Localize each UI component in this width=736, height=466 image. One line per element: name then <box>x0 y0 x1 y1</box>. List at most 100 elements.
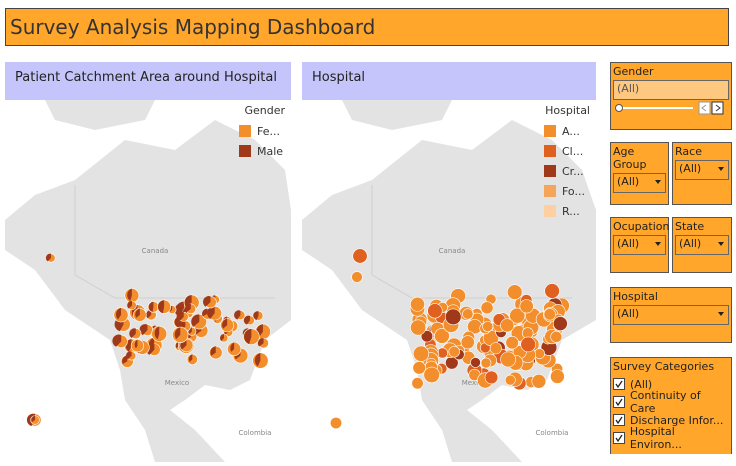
map-label: Colombia <box>239 429 272 437</box>
checkbox <box>613 396 625 408</box>
legend-swatch <box>544 125 556 137</box>
checkbox-label: Continuity of Care <box>629 389 701 415</box>
map-marker <box>552 316 568 331</box>
legend-swatch <box>239 145 251 157</box>
map-marker <box>244 328 252 345</box>
map-marker <box>351 271 363 283</box>
map-marker <box>550 330 563 343</box>
filter: State (All) <box>672 217 732 273</box>
filter-value[interactable]: (All) <box>613 173 666 193</box>
filter-title: State <box>675 220 705 233</box>
map-marker <box>411 377 424 390</box>
legend-label: Cl... <box>562 145 583 158</box>
land <box>302 120 596 462</box>
map-label: Mexico <box>165 379 189 387</box>
checkbox-label: (All) <box>630 377 653 391</box>
map-marker <box>420 330 434 343</box>
panel-title: Hospital <box>302 62 596 100</box>
map-marker <box>434 328 450 344</box>
map-marker <box>157 300 165 314</box>
map-marker <box>448 345 460 358</box>
map-marker <box>202 308 208 317</box>
slider[interactable] <box>613 100 729 116</box>
dropdown-text: (All) <box>679 162 702 175</box>
filter-title: Age Group <box>613 145 647 171</box>
map-marker <box>520 336 536 353</box>
legend-title: Gender <box>244 104 285 117</box>
filter-title: Hospital <box>613 290 658 303</box>
map-label: Canada <box>142 247 169 255</box>
checkbox-item[interactable]: Continuity of Care <box>613 389 729 415</box>
filter-value[interactable]: (All) <box>675 235 729 255</box>
filter: Gender (All) <box>610 62 732 130</box>
dropdown-text: (All) <box>617 237 640 250</box>
map-marker <box>500 351 516 368</box>
map-marker <box>253 311 259 321</box>
map-marker <box>112 334 122 347</box>
map-marker <box>45 253 51 262</box>
filter: Race (All) <box>672 142 732 205</box>
map-marker <box>427 303 443 319</box>
legend-swatch <box>544 185 556 197</box>
map-marker <box>188 354 193 362</box>
legend-label: Male <box>257 145 283 158</box>
filter-value[interactable]: (All) <box>613 80 729 100</box>
map-marker <box>550 369 565 384</box>
map-marker <box>135 308 140 318</box>
map-marker <box>222 318 228 329</box>
legend-label: Cr... <box>562 165 584 178</box>
map-marker <box>184 294 192 308</box>
panel-title: Patient Catchment Area around Hospital <box>5 62 291 100</box>
map-marker <box>154 326 160 340</box>
map-marker <box>509 307 526 324</box>
legend-label: Fe... <box>257 125 280 138</box>
filter-value[interactable]: (All) <box>613 305 729 325</box>
map-marker <box>191 314 200 327</box>
map-marker <box>460 335 475 350</box>
checkbox <box>613 432 625 444</box>
map-marker <box>480 357 492 369</box>
map-marker <box>151 325 168 342</box>
checkbox-item[interactable]: Discharge Infor... <box>613 411 729 429</box>
checkbox-item[interactable]: Hospital Environ... <box>613 425 729 451</box>
map-marker <box>482 320 494 332</box>
map-marker <box>410 319 427 336</box>
map-marker <box>234 310 241 320</box>
checkbox <box>613 378 625 390</box>
filter-title: Race <box>675 145 702 158</box>
map-marker <box>184 303 191 313</box>
filter-title: Gender <box>613 65 654 78</box>
dashboard: Survey Analysis Mapping Dashboard Patien… <box>5 8 732 462</box>
map-marker <box>544 283 560 299</box>
map: Canada Mexico Colombia Gender Fe... Male <box>5 100 291 462</box>
map-marker <box>257 338 264 347</box>
map-marker <box>352 248 368 264</box>
map-marker <box>480 301 494 315</box>
dropdown-text: (All) <box>617 307 640 320</box>
map-marker <box>504 374 516 386</box>
filter-value[interactable]: (All) <box>675 160 729 180</box>
map-marker <box>505 335 519 350</box>
map-marker <box>444 308 462 326</box>
checkbox-item[interactable]: (All) <box>613 375 729 393</box>
legend-label: A... <box>562 125 580 138</box>
land <box>5 120 291 462</box>
map-marker <box>413 345 430 362</box>
map-label: Mexico <box>462 379 486 387</box>
map-marker <box>174 327 181 340</box>
filter: Survey Categories (All) Continuity of Car… <box>610 357 732 454</box>
panel: Patient Catchment Area around Hospital C… <box>5 62 291 462</box>
map-marker <box>243 315 250 325</box>
map: Canada Mexico Colombia Hospital A... Cl... Cr.… <box>302 100 596 462</box>
map-marker <box>489 342 502 355</box>
map-marker <box>127 288 132 301</box>
map-marker <box>146 309 152 319</box>
map-marker <box>176 311 184 322</box>
map-marker <box>543 308 556 321</box>
filter-value[interactable]: (All) <box>613 235 666 255</box>
checkbox-label: Discharge Infor... <box>630 413 724 427</box>
map-marker <box>506 284 523 300</box>
filter: Age Group (All) <box>610 142 669 205</box>
legend-label: Fo... <box>562 185 585 198</box>
map-marker <box>207 306 215 319</box>
